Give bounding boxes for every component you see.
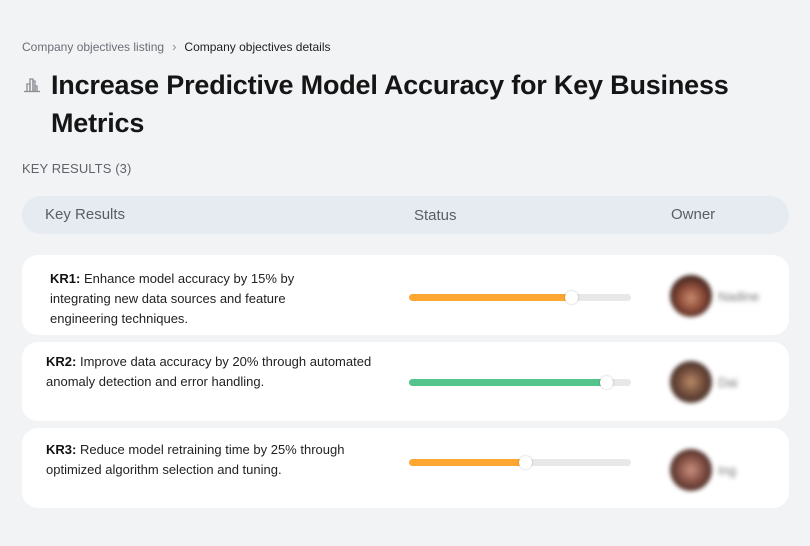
key-result-description: Improve data accuracy by 20% through aut… [46,354,372,389]
progress-fill [409,379,607,386]
key-result-code: KR1: [50,271,81,286]
avatar [670,361,712,403]
table-row[interactable]: KR1: Enhance model accuracy by 15% by in… [22,255,789,335]
table-row[interactable]: KR2: Improve data accuracy by 20% throug… [22,342,789,421]
owner[interactable]: Nadine [670,275,759,317]
progress-fill [409,294,572,301]
building-chart-icon [22,75,42,95]
progress-thumb [600,376,613,389]
progress-bar [409,456,631,469]
table-row[interactable]: KR3: Reduce model retraining time by 25%… [22,428,789,508]
owner-name: Nadine [718,288,760,304]
owner[interactable]: Ing [670,449,736,491]
owner[interactable]: Dai [670,361,738,403]
key-result-text: KR3: Reduce model retraining time by 25%… [46,440,376,480]
key-result-description: Enhance model accuracy by 15% by integra… [50,271,295,326]
column-header-key-results: Key Results [45,206,126,223]
owner-name: Dai [718,374,738,390]
key-results-count: KEY RESULTS (3) [22,161,132,176]
key-result-text: KR2: Improve data accuracy by 20% throug… [46,352,376,392]
progress-thumb [519,456,532,469]
column-header-owner: Owner [671,206,716,223]
progress-fill [409,459,525,466]
key-result-description: Reduce model retraining time by 25% thro… [46,442,345,477]
key-result-code: KR3: [46,442,77,457]
page-header: Increase Predictive Model Accuracy for K… [22,66,782,142]
progress-thumb [565,291,578,304]
table-header: Key Results Status Owner [22,196,789,234]
avatar [670,275,712,317]
avatar [670,449,712,491]
key-result-text: KR1: Enhance model accuracy by 15% by in… [50,269,340,329]
chevron-right-icon: › [172,39,177,54]
progress-bar [409,376,631,389]
owner-name: Ing [718,462,737,478]
breadcrumb: Company objectives listing › Company obj… [22,39,331,54]
breadcrumb-link-listing[interactable]: Company objectives listing [22,39,165,54]
page-title: Increase Predictive Model Accuracy for K… [51,70,729,138]
progress-bar [409,291,631,304]
key-result-code: KR2: [46,354,77,369]
column-header-status: Status [414,207,457,224]
breadcrumb-current: Company objectives details [184,39,331,54]
